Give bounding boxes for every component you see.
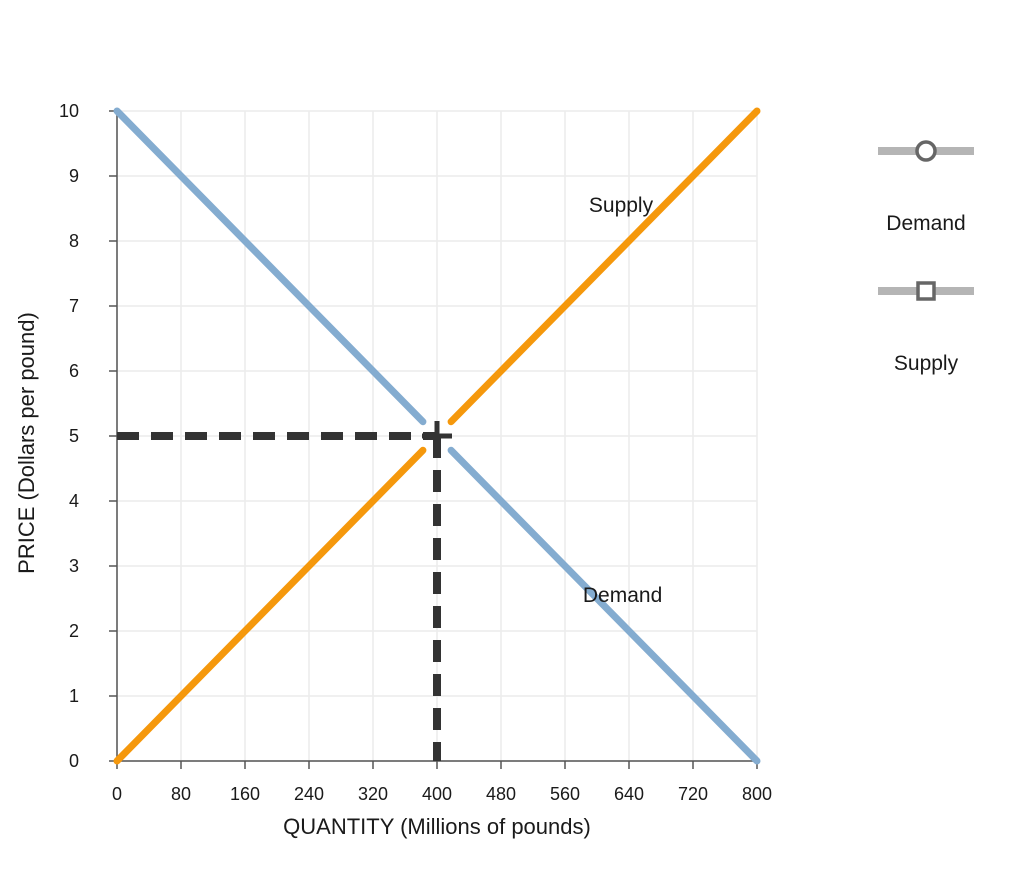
- x-tick-label: 0: [112, 784, 122, 804]
- y-tick-label: 4: [69, 491, 79, 511]
- x-tick-label: 560: [550, 784, 580, 804]
- x-tick-label: 160: [230, 784, 260, 804]
- y-tick-label: 2: [69, 621, 79, 641]
- legend-marker-demand: [915, 140, 937, 162]
- legend: Demand Supply: [878, 140, 974, 375]
- x-tick-label: 240: [294, 784, 324, 804]
- legend-marker-supply: [916, 281, 936, 301]
- annotations: Supply Demand: [583, 194, 662, 607]
- ticks: 0 80 160 240 320 400 480 560 640 720 800 0 1 2 3 4 5 6 7 8 9…: [59, 101, 772, 804]
- y-tick-label: 9: [69, 166, 79, 186]
- x-axis-title: QUANTITY (Millions of pounds): [283, 814, 591, 839]
- demand-curve-label: Demand: [583, 584, 662, 607]
- y-axis-title: PRICE (Dollars per pound): [14, 312, 39, 574]
- series: [113, 107, 761, 765]
- demand-line-segment: [113, 107, 427, 426]
- supply-line-segment: [113, 446, 427, 765]
- x-tick-label: 480: [486, 784, 516, 804]
- legend-label-supply: Supply: [894, 352, 959, 375]
- y-tick-label: 10: [59, 101, 79, 121]
- x-tick-label: 80: [171, 784, 191, 804]
- y-tick-label: 3: [69, 556, 79, 576]
- y-tick-label: 5: [69, 426, 79, 446]
- x-tick-label: 320: [358, 784, 388, 804]
- x-tick-label: 400: [422, 784, 452, 804]
- y-tick-label: 0: [69, 751, 79, 771]
- legend-label-demand: Demand: [886, 212, 965, 235]
- x-tick-label: 800: [742, 784, 772, 804]
- y-tick-label: 8: [69, 231, 79, 251]
- y-tick-label: 6: [69, 361, 79, 381]
- demand-line-segment: [447, 446, 761, 765]
- x-tick-label: 720: [678, 784, 708, 804]
- y-tick-label: 7: [69, 296, 79, 316]
- supply-curve-label: Supply: [589, 194, 654, 217]
- equilibrium-guides: [117, 421, 452, 761]
- y-tick-label: 1: [69, 686, 79, 706]
- x-tick-label: 640: [614, 784, 644, 804]
- supply-line-segment: [447, 107, 761, 426]
